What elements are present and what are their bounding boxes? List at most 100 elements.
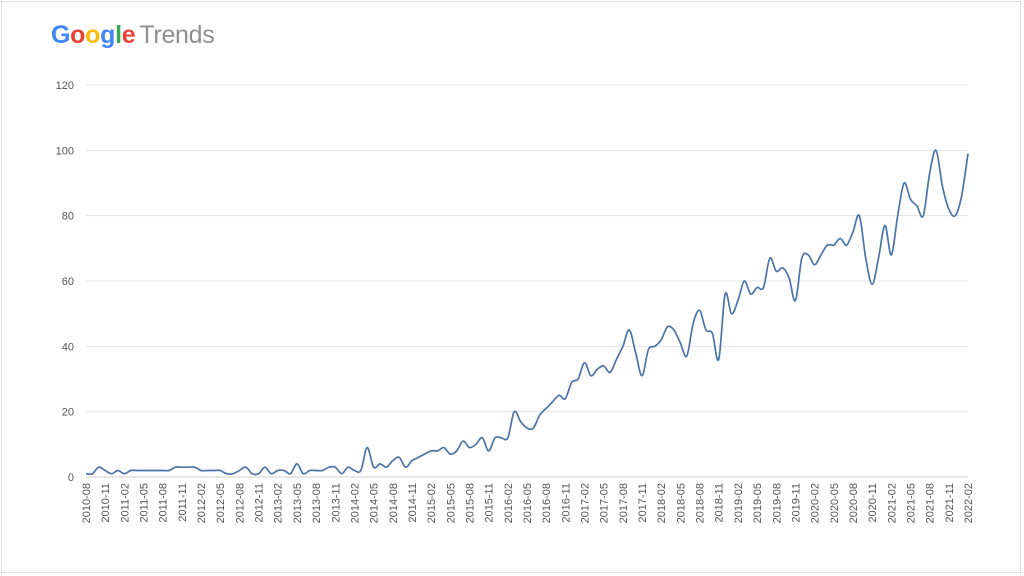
data-point [379,462,382,465]
x-tick-label: 2017-08 [618,483,630,523]
data-point [775,270,778,273]
data-point [922,214,925,217]
data-point [436,449,439,452]
data-point [308,469,311,472]
data-point [679,342,682,345]
x-tick-label: 2014-05 [369,483,381,523]
data-point [673,329,676,332]
x-tick-label: 2021-11 [944,483,956,523]
x-tick-label: 2020-02 [810,483,822,523]
data-point [468,446,471,449]
x-tick-label: 2019-08 [771,483,783,523]
data-point [557,394,560,397]
data-point [500,436,503,439]
data-point [289,472,292,475]
data-point [85,472,88,475]
data-point [538,413,541,416]
data-point [685,355,688,358]
data-point [832,244,835,247]
data-point [462,440,465,443]
data-point [768,257,771,260]
data-point [270,472,273,475]
data-point [807,253,810,256]
x-tick-label: 2016-05 [522,483,534,523]
data-point [851,231,854,234]
data-point [967,152,970,155]
data-point [410,459,413,462]
data-point [398,456,401,459]
data-point [570,381,573,384]
data-point [187,466,190,469]
x-tick-label: 2011-05 [139,483,151,523]
data-point [960,195,963,198]
data-point [634,351,637,354]
y-tick-label: 80 [62,211,74,223]
x-tick-label: 2010-11 [100,483,112,523]
y-tick-label: 0 [68,472,74,484]
data-point [877,257,880,260]
data-point [583,361,586,364]
x-tick-label: 2011-11 [177,483,189,522]
data-point [340,472,343,475]
x-tick-label: 2012-11 [254,483,266,523]
x-tick-label: 2017-05 [599,483,611,523]
x-tick-label: 2013-02 [273,483,285,523]
data-point [826,244,829,247]
data-point [238,469,241,472]
data-point [909,198,912,201]
data-point [506,436,509,439]
data-point [385,466,388,469]
x-tick-label: 2016-11 [560,483,572,523]
x-tick-label: 2016-08 [541,483,553,523]
data-point [845,244,848,247]
x-tick-label: 2020-05 [829,483,841,523]
data-point [180,466,183,469]
google-trends-logo: Google Trends [51,21,215,50]
data-point [276,469,279,472]
data-point [935,149,938,152]
data-point [494,436,497,439]
data-point [334,466,337,469]
data-point [353,469,356,472]
logo-letter: g [100,21,116,49]
x-tick-label: 2021-05 [905,483,917,523]
data-point [283,469,286,472]
data-point [347,466,350,469]
data-point [564,397,567,400]
data-point [136,469,139,472]
x-tick-label: 2018-02 [656,483,668,523]
x-tick-label: 2018-08 [695,483,707,523]
data-point [947,208,950,211]
x-tick-label: 2011-08 [158,483,170,523]
data-point [168,469,171,472]
data-point [193,466,196,469]
x-tick-label: 2013-11 [330,483,342,523]
data-point [455,449,458,452]
data-point [481,436,484,439]
data-point [551,400,554,403]
data-point [864,257,867,260]
data-point [883,224,886,227]
x-tick-label: 2013-08 [311,483,323,523]
data-point [724,293,727,296]
data-point [174,466,177,469]
data-point [628,329,631,332]
x-tick-label: 2016-02 [503,483,515,523]
data-point [91,472,94,475]
data-point [391,459,394,462]
x-tick-label: 2019-05 [752,483,764,523]
series-line [85,149,969,476]
data-point [717,358,720,361]
data-point [142,469,145,472]
data-point [232,472,235,475]
logo-letter: o [70,21,86,49]
data-point [251,472,254,475]
x-tick-label: 2012-08 [234,483,246,523]
data-point [602,364,605,367]
logo-product: Trends [139,21,215,49]
data-point [903,182,906,185]
x-tick-label: 2017-02 [580,483,592,523]
data-point [366,446,369,449]
data-point [941,185,944,188]
data-point [749,293,752,296]
